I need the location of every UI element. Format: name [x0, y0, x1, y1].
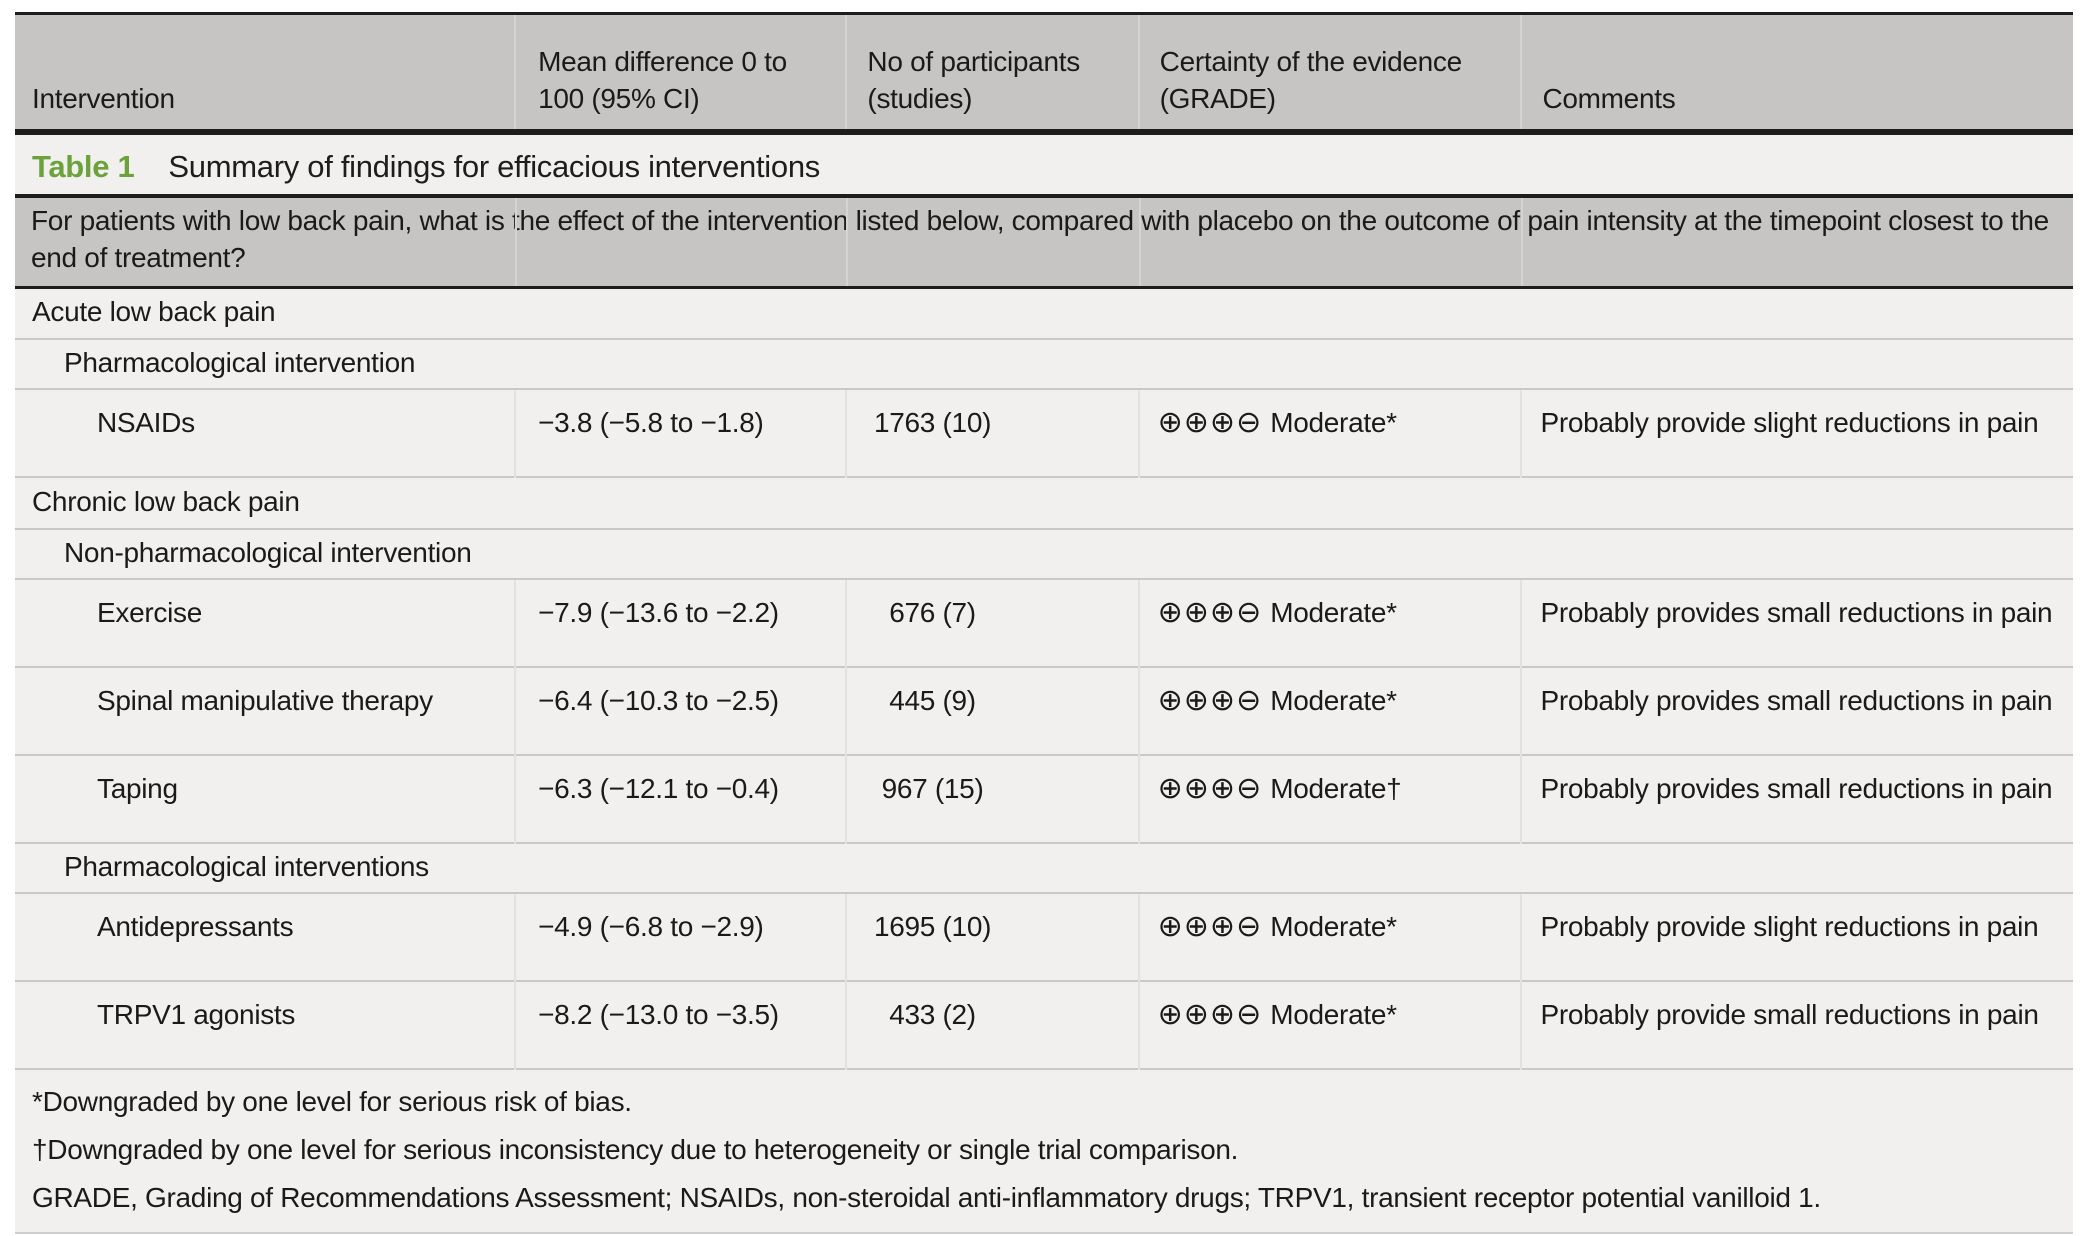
summary-of-findings-table: Table 1 Summary of findings for efficacio… — [15, 12, 2073, 1234]
intervention-row: Antidepressants −4.9 (−6.8 to −2.9) 1695 (… — [15, 892, 2073, 981]
subsection-label-cell: Pharmacological interventions — [15, 842, 2073, 893]
certainty-cell: ⊕⊕⊕⊖ Moderate* — [1137, 388, 1522, 477]
certainty-cell: ⊕⊕⊕⊖ Moderate† — [1137, 754, 1522, 843]
column-divider — [1521, 197, 1524, 286]
intervention-row: Exercise −7.9 (−13.6 to −2.2) 676 (7) ⊕⊕⊕⊖ M… — [15, 578, 2073, 667]
intervention-name-cell: NSAIDs — [15, 388, 516, 477]
intervention-name-cell: Antidepressants — [15, 892, 516, 981]
section-row: Acute low back pain — [15, 287, 2073, 339]
footnotes-cell: *Downgraded by one level for serious ris… — [15, 1068, 2073, 1233]
comments-cell: Probably provides small reductions in pa… — [1520, 578, 2073, 667]
mean-difference-cell: −7.9 (−13.6 to −2.2) — [514, 578, 847, 667]
table-number-label: Table 1 — [32, 149, 135, 184]
footnote-risk-of-bias: *Downgraded by one level for serious ris… — [32, 1086, 632, 1117]
certainty-cell: ⊕⊕⊕⊖ Moderate* — [1137, 578, 1522, 667]
footnote-abbreviations: GRADE, Grading of Recommendations Assess… — [32, 1182, 1821, 1213]
clinical-question-cell: For patients with low back pain, what is… — [15, 195, 2073, 289]
intervention-row: TRPV1 agonists −8.2 (−13.0 to −3.5) 433 (2… — [15, 980, 2073, 1069]
mean-difference-cell: −4.9 (−6.8 to −2.9) — [514, 892, 847, 981]
comments-cell: Probably provide slight reductions in pa… — [1520, 892, 2073, 981]
comments-cell: Probably provide small reductions in pai… — [1520, 980, 2073, 1069]
mean-difference-cell: −6.3 (−12.1 to −0.4) — [514, 754, 847, 843]
clinical-question-text: For patients with low back pain, what is… — [31, 204, 2049, 273]
participants-cell: 1763 (10) — [845, 388, 1139, 477]
grade-rating-icons: ⊕⊕⊕⊖ — [1157, 909, 1263, 944]
clinical-question-row: For patients with low back pain, what is… — [15, 195, 2073, 289]
mean-difference-cell: −8.2 (−13.0 to −3.5) — [514, 980, 847, 1069]
column-divider — [515, 197, 518, 286]
grade-rating-icons: ⊕⊕⊕⊖ — [1157, 595, 1263, 630]
participants-cell: 445 (9) — [845, 666, 1139, 755]
section-label-cell: Chronic low back pain — [15, 476, 2073, 529]
grade-rating-icons: ⊕⊕⊕⊖ — [1157, 997, 1263, 1032]
subsection-label-cell: Pharmacological intervention — [15, 338, 2073, 389]
grade-rating-icons: ⊕⊕⊕⊖ — [1157, 405, 1263, 440]
header-intervention: Intervention — [15, 13, 516, 135]
table-title-cell: Table 1 Summary of findings for efficacio… — [15, 131, 2073, 198]
comments-cell: Probably provides small reductions in pa… — [1520, 754, 2073, 843]
subsection-row: Pharmacological interventions — [15, 842, 2073, 893]
header-certainty: Certainty of the evidence (GRADE) — [1137, 13, 1522, 135]
column-divider — [1138, 197, 1141, 286]
subsection-label-cell: Non-pharmacological intervention — [15, 528, 2073, 579]
mean-difference-cell: −3.8 (−5.8 to −1.8) — [514, 388, 847, 477]
certainty-cell: ⊕⊕⊕⊖ Moderate* — [1137, 666, 1522, 755]
subsection-row: Non-pharmacological intervention — [15, 528, 2073, 579]
header-participants: No of participants (studies) — [845, 13, 1139, 135]
section-row: Chronic low back pain — [15, 476, 2073, 529]
footnotes-row: *Downgraded by one level for serious ris… — [15, 1068, 2073, 1233]
participants-cell: 433 (2) — [845, 980, 1139, 1069]
column-header-row: Intervention Mean difference 0 to 100 (9… — [15, 13, 2073, 135]
certainty-label: Moderate* — [1270, 999, 1397, 1030]
intervention-row: Taping −6.3 (−12.1 to −0.4) 967 (15) ⊕⊕⊕⊖ Mo… — [15, 754, 2073, 843]
intervention-name-cell: Spinal manipulative therapy — [15, 666, 516, 755]
subsection-row: Pharmacological intervention — [15, 338, 2073, 389]
participants-cell: 967 (15) — [845, 754, 1139, 843]
intervention-name-cell: Exercise — [15, 578, 516, 667]
table-title: Summary of findings for efficacious inte… — [168, 149, 820, 184]
column-divider — [846, 197, 849, 286]
certainty-cell: ⊕⊕⊕⊖ Moderate* — [1137, 980, 1522, 1069]
certainty-label: Moderate* — [1270, 407, 1397, 438]
intervention-row: Spinal manipulative therapy −6.4 (−10.3 t… — [15, 666, 2073, 755]
table-title-row: Table 1 Summary of findings for efficacio… — [15, 131, 2073, 198]
certainty-label: Moderate* — [1270, 911, 1397, 942]
comments-cell: Probably provides small reductions in pa… — [1520, 666, 2073, 755]
footnote-inconsistency: †Downgraded by one level for serious inc… — [32, 1134, 1239, 1165]
intervention-name-cell: Taping — [15, 754, 516, 843]
certainty-cell: ⊕⊕⊕⊖ Moderate* — [1137, 892, 1522, 981]
certainty-label: Moderate† — [1270, 773, 1402, 804]
intervention-name-cell: TRPV1 agonists — [15, 980, 516, 1069]
participants-cell: 676 (7) — [845, 578, 1139, 667]
certainty-label: Moderate* — [1270, 685, 1397, 716]
intervention-row: NSAIDs −3.8 (−5.8 to −1.8) 1763 (10) ⊕⊕⊕⊖ Mo… — [15, 388, 2073, 477]
comments-cell: Probably provide slight reductions in pa… — [1520, 388, 2073, 477]
section-label-cell: Acute low back pain — [15, 287, 2073, 339]
mean-difference-cell: −6.4 (−10.3 to −2.5) — [514, 666, 847, 755]
grade-rating-icons: ⊕⊕⊕⊖ — [1157, 771, 1263, 806]
header-comments: Comments — [1520, 13, 2073, 135]
header-mean-difference: Mean difference 0 to 100 (95% CI) — [514, 13, 847, 135]
certainty-label: Moderate* — [1270, 597, 1397, 628]
participants-cell: 1695 (10) — [845, 892, 1139, 981]
grade-rating-icons: ⊕⊕⊕⊖ — [1157, 683, 1263, 718]
